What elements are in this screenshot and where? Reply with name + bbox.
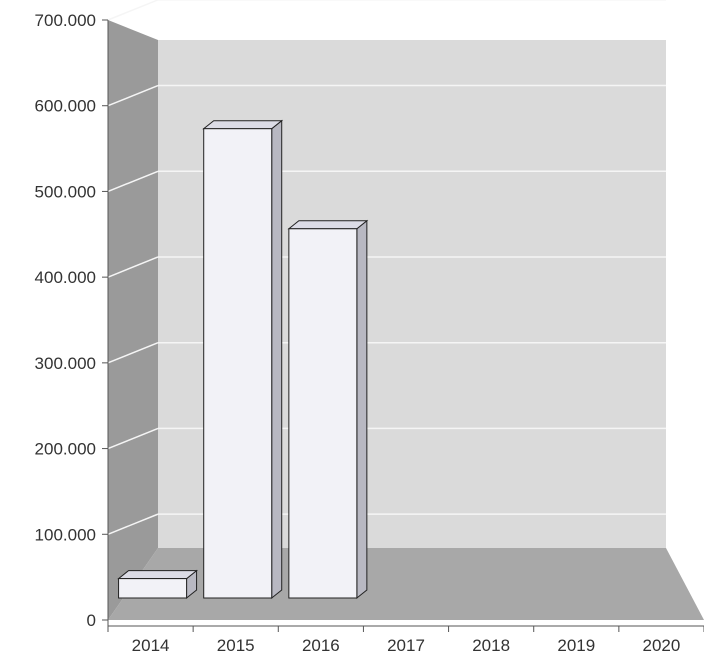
side-gridline	[107, 342, 159, 364]
x-tick-label: 2019	[557, 636, 595, 655]
bar-2014	[117, 569, 198, 600]
bars	[117, 119, 369, 600]
chart-floor	[108, 548, 704, 620]
gridlines	[107, 0, 666, 535]
x-tick-label: 2014	[132, 636, 170, 655]
y-tick-label: 200.000	[35, 440, 96, 459]
chart-side-wall	[108, 20, 158, 620]
y-tick-label: 400.000	[35, 268, 96, 287]
side-gridline	[107, 0, 159, 21]
y-tick-label: 700.000	[35, 11, 96, 30]
y-tick-label: 100.000	[35, 525, 96, 544]
bar-front-face	[203, 128, 273, 599]
side-gridline	[107, 513, 159, 535]
bar-top-face	[287, 220, 369, 230]
bar-front-face	[118, 578, 188, 599]
y-tick-label: 500.000	[35, 182, 96, 201]
side-gridline	[107, 427, 159, 450]
bar-2016	[287, 219, 369, 600]
y-axis-ticks: 0 100.000 200.000 300.000 400.000 500.000 600.…	[35, 11, 108, 630]
y-tick-label: 600.000	[35, 97, 96, 116]
side-gridline	[107, 256, 159, 278]
bar-top-face	[117, 570, 198, 580]
x-tick-label: 2017	[387, 636, 425, 655]
bar-2015	[202, 119, 284, 600]
y-tick-label: 0	[87, 611, 96, 630]
bar-side-face	[271, 119, 283, 600]
bar-front-face	[288, 228, 358, 599]
y-tick-label: 300.000	[35, 354, 96, 373]
x-tick-label: 2020	[643, 636, 681, 655]
bar-side-face	[356, 219, 368, 600]
x-axis-ticks: 2014 2015 2016 2017 2018 2019 2020	[107, 626, 704, 655]
x-tick-label: 2016	[302, 636, 340, 655]
bar-top-face	[202, 120, 284, 130]
side-gridline	[107, 84, 159, 107]
side-gridline	[107, 170, 159, 193]
x-tick-label: 2018	[472, 636, 510, 655]
chart-back-wall	[158, 40, 666, 548]
x-tick-label: 2015	[217, 636, 255, 655]
